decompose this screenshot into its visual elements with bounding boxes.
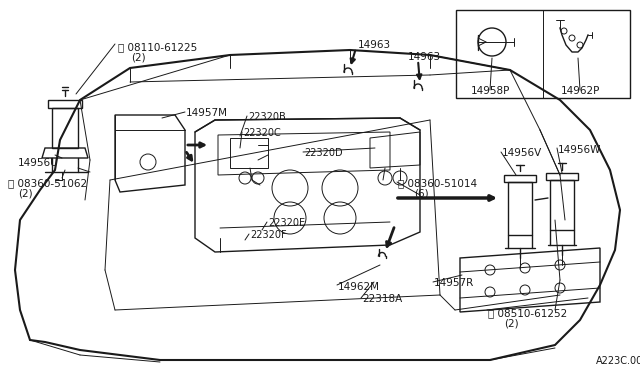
Text: 22320B: 22320B (248, 112, 285, 122)
Text: 14956V: 14956V (502, 148, 542, 158)
Text: 14962M: 14962M (338, 282, 380, 292)
Text: 14956W: 14956W (558, 145, 602, 155)
Text: (2): (2) (18, 188, 33, 198)
Text: 14957R: 14957R (434, 278, 474, 288)
Text: Ⓢ 08360-51062: Ⓢ 08360-51062 (8, 178, 87, 188)
Text: (2): (2) (504, 318, 518, 328)
Text: 14963: 14963 (408, 52, 441, 62)
Text: (6): (6) (414, 188, 429, 198)
Text: Ⓢ 08510-61252: Ⓢ 08510-61252 (488, 308, 567, 318)
Text: 22320E: 22320E (268, 218, 305, 228)
Text: 22320C: 22320C (243, 128, 281, 138)
Text: 22318A: 22318A (362, 294, 403, 304)
Text: 14963: 14963 (358, 40, 391, 50)
Text: 14957M: 14957M (186, 108, 228, 118)
Text: Ⓑ 08110-61225: Ⓑ 08110-61225 (118, 42, 197, 52)
Text: 22320D: 22320D (304, 148, 342, 158)
Text: (2): (2) (131, 52, 146, 62)
Text: 14962P: 14962P (560, 86, 600, 96)
Text: A223C.008: A223C.008 (596, 356, 640, 366)
Text: 14958P: 14958P (470, 86, 509, 96)
Text: 14956U: 14956U (18, 158, 59, 168)
Text: Ⓢ 08360-51014: Ⓢ 08360-51014 (398, 178, 477, 188)
Text: 22320F: 22320F (250, 230, 287, 240)
